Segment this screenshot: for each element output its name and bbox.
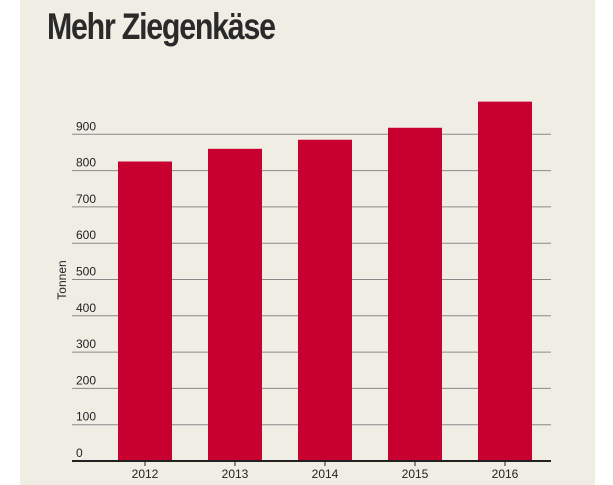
y-tick-label: 0 [76, 446, 83, 460]
x-tick-labels: 2012 2013 2014 2015 2016 [132, 461, 519, 481]
y-tick-label: 700 [76, 192, 96, 206]
bar-2013 [208, 148, 262, 461]
x-tick-label: 2013 [222, 467, 249, 481]
bars [118, 101, 532, 462]
y-tick-label: 400 [76, 301, 96, 315]
bar-2014 [298, 139, 352, 461]
y-tick-label: 600 [76, 228, 96, 242]
y-tick-labels: 0 100 200 300 400 500 600 700 800 900 [76, 119, 96, 460]
y-tick-label: 800 [76, 156, 96, 170]
x-tick-label: 2014 [312, 467, 339, 481]
bar-2012 [118, 161, 172, 461]
y-axis-title: Tonnen [55, 260, 69, 299]
bar-2016 [478, 101, 532, 461]
x-tick-label: 2012 [132, 467, 159, 481]
x-tick-label: 2015 [402, 467, 429, 481]
y-tick-label: 300 [76, 337, 96, 351]
y-tick-label: 200 [76, 373, 96, 387]
x-tick-label: 2016 [492, 467, 519, 481]
chart-title: Mehr Ziegenkäse [47, 6, 276, 47]
bar-2015 [388, 127, 442, 462]
y-tick-label: 500 [76, 265, 96, 279]
y-tick-label: 100 [76, 410, 96, 424]
y-tick-label: 900 [76, 119, 96, 133]
